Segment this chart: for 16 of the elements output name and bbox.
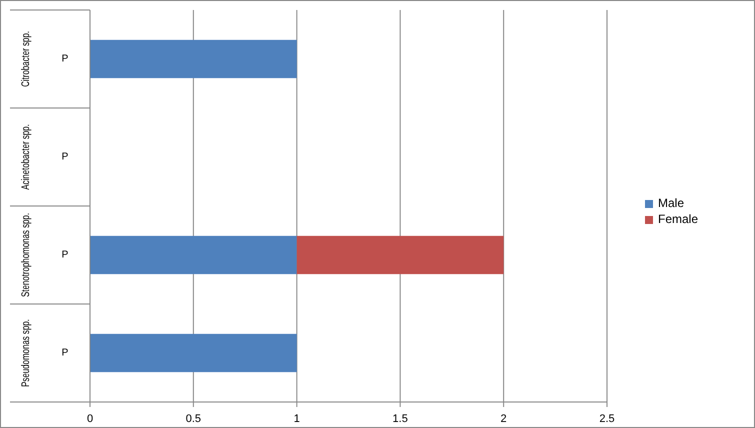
text: P [62, 152, 69, 163]
legend-label: Female [658, 212, 698, 226]
x-tick-label: 2 [500, 413, 507, 425]
text: P [62, 348, 69, 359]
y-tick-label: Pseudomonas spp. [20, 319, 32, 387]
x-tick-label: 1 [294, 413, 300, 425]
y-tick-label: Acinetobacter spp. [20, 124, 32, 190]
legend-label: Male [658, 196, 684, 210]
y-tick-label: Stenotrophomonas spp. [20, 212, 32, 298]
x-tick-label: 1.5 [392, 413, 408, 425]
text: P [62, 250, 69, 261]
x-tick-label: 2.5 [599, 413, 615, 425]
text: P [62, 54, 69, 65]
x-tick-label: 0.5 [186, 413, 202, 425]
x-tick-label: 0 [86, 413, 94, 425]
y-tick-label: Citrobacter spp. [20, 31, 32, 87]
